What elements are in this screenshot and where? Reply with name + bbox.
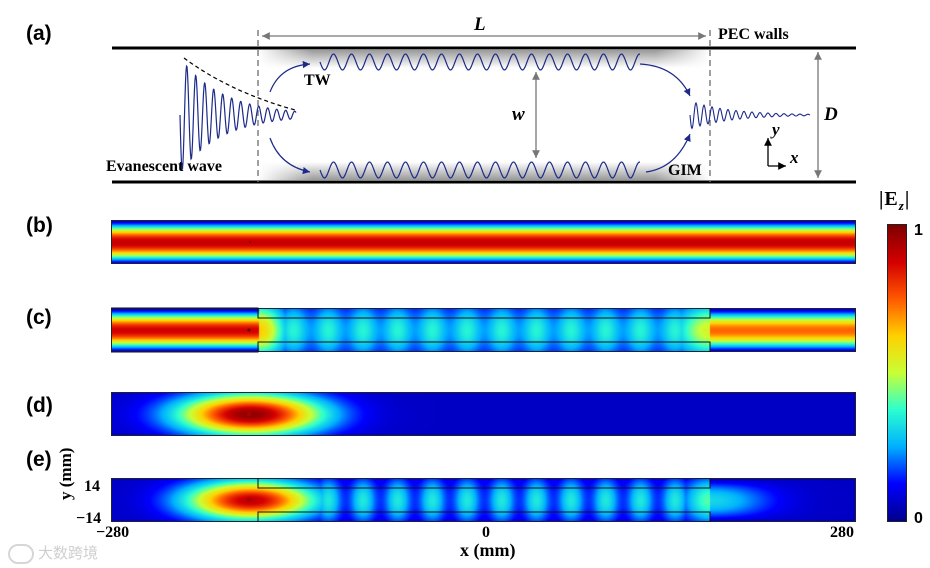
evanescent-wave-left bbox=[179, 64, 297, 172]
gim-label: GIM bbox=[668, 162, 702, 179]
evanescent-wave-label: Evanescent wave bbox=[106, 158, 222, 175]
decay-envelope bbox=[183, 57, 296, 111]
watermark: 大数跨境 bbox=[8, 542, 98, 565]
panel-label-e: (e) bbox=[26, 448, 52, 471]
y-axis-label: y (mm) bbox=[56, 447, 75, 500]
coupling-arrow-top-left bbox=[269, 60, 311, 93]
trapped-wave-bottom bbox=[319, 161, 640, 179]
field-map-e bbox=[111, 478, 856, 522]
field-map-b bbox=[111, 220, 856, 264]
colorbar bbox=[887, 224, 907, 522]
y-tick-top: 14 bbox=[84, 478, 100, 495]
tw-label: TW bbox=[304, 72, 331, 89]
height-label: D bbox=[824, 104, 838, 125]
coupling-arrow-top-right bbox=[639, 63, 691, 97]
axis-y-label: y bbox=[772, 120, 780, 139]
transmitted-wave-right bbox=[689, 101, 811, 130]
colorbar-title: |Ez| bbox=[879, 188, 911, 213]
length-label: L bbox=[474, 14, 486, 35]
x-axis-label: x (mm) bbox=[460, 540, 516, 560]
x-tick-right: 280 bbox=[830, 524, 854, 541]
field-map-c bbox=[111, 308, 856, 352]
y-tick-bottom: −14 bbox=[76, 510, 102, 527]
field-map-d bbox=[111, 392, 856, 436]
pec-walls-label: PEC walls bbox=[718, 26, 789, 43]
watermark-logo-icon bbox=[8, 544, 34, 565]
axis-x-label: x bbox=[790, 148, 799, 167]
coupling-arrow-bottom-left bbox=[269, 137, 311, 175]
colorbar-max: 1 bbox=[914, 222, 923, 239]
x-tick-left: −280 bbox=[96, 524, 130, 541]
x-tick-mid: 0 bbox=[482, 524, 490, 541]
trapped-wave-top bbox=[319, 53, 640, 71]
panel-label-a: (a) bbox=[26, 22, 52, 45]
panel-label-d: (d) bbox=[26, 394, 53, 417]
colorbar-min: 0 bbox=[914, 510, 923, 527]
width-label: w bbox=[512, 104, 525, 125]
waveguide-schematic bbox=[112, 30, 856, 184]
panel-label-b: (b) bbox=[26, 214, 53, 237]
coupling-arrow-bottom-right bbox=[645, 133, 691, 173]
panel-label-c: (c) bbox=[26, 306, 52, 329]
